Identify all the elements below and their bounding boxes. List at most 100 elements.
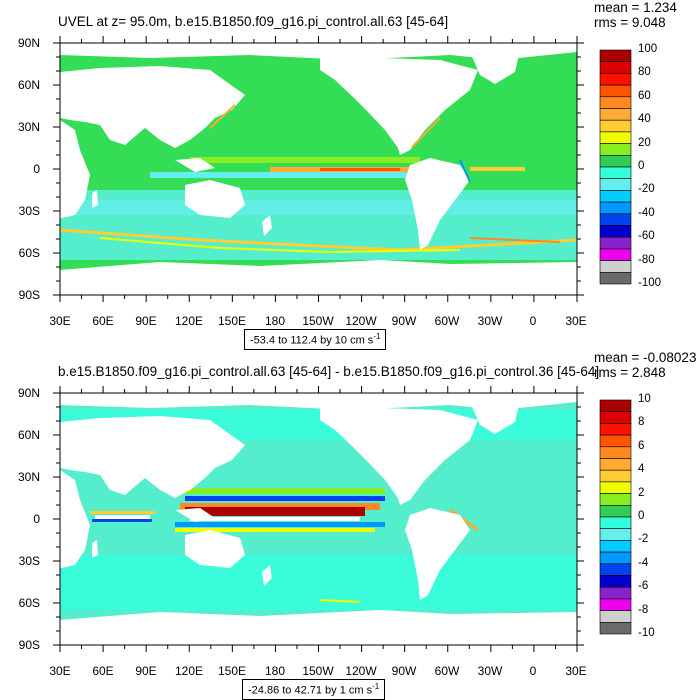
- lon-label: 90W: [391, 314, 417, 328]
- lat-label: 90N: [17, 36, 40, 50]
- lon-label: 60W: [434, 314, 460, 328]
- lon-label: 180: [264, 664, 286, 678]
- colorbar-label: 6: [638, 439, 645, 452]
- colorbar-label: 4: [638, 463, 645, 476]
- lat-label: 30S: [18, 204, 40, 218]
- colorbar-swatch: [599, 551, 632, 565]
- map-canvas-bottom: [53, 386, 632, 652]
- panel-title: b.e15.B1850.f09_g16.pi_control.all.63 [4…: [58, 364, 600, 379]
- mean-value: mean = 1.234: [594, 0, 677, 15]
- colorbar-label: -8: [638, 603, 649, 616]
- colorbar-swatch: [599, 225, 632, 238]
- colorbar-swatch: [599, 143, 632, 156]
- lat-label: 90S: [18, 288, 40, 302]
- colorbar-label: -40: [638, 206, 655, 219]
- colorbar-swatch: [599, 190, 632, 203]
- colorbar-swatch: [599, 201, 632, 215]
- southern-ocean-band-inner: [60, 200, 577, 215]
- equatorial-jet-north: [190, 157, 420, 163]
- lat-label: 90N: [17, 386, 40, 400]
- colorbar-swatch: [599, 84, 632, 98]
- south-band: [60, 555, 577, 610]
- colorbar-swatch: [599, 155, 632, 168]
- colorbar-swatch: [599, 248, 632, 261]
- kuroshio: [209, 104, 236, 129]
- colorbar-label: -60: [638, 230, 655, 243]
- colorbar-swatch: [599, 96, 632, 109]
- contour-range-text: -24.86 to 42.71 by 1 cm s: [248, 684, 373, 697]
- lat-label: 30N: [17, 470, 40, 484]
- contour-range-box: -24.86 to 42.71 by 1 cm s-1: [242, 679, 386, 700]
- brazil-current: [459, 159, 471, 183]
- land-masses: [60, 393, 577, 645]
- indian-anomaly-white: [95, 515, 150, 519]
- colorbar-swatch: [599, 516, 632, 529]
- lat-label: 30N: [17, 120, 40, 134]
- map-panel-bottom: b.e15.B1850.f09_g16.pi_control.all.63 [4…: [0, 350, 700, 700]
- lon-label: 120W: [345, 314, 377, 328]
- colorbar-label: 0: [638, 510, 645, 522]
- unit-exponent: -1: [373, 332, 381, 341]
- lat-label: 0: [33, 162, 40, 176]
- colorbar-swatch: [599, 458, 632, 471]
- colorbar-swatch: [599, 49, 632, 62]
- colorbar-swatch: [599, 505, 632, 518]
- colorbar-label: 40: [638, 113, 651, 126]
- lon-label: 120W: [345, 664, 377, 678]
- lon-label: 120E: [174, 664, 204, 678]
- lon-label: 30E: [565, 664, 587, 678]
- anomaly-white-band: [190, 517, 360, 521]
- rms-value: rms = 2.848: [594, 365, 666, 380]
- south-equatorial-current: [150, 172, 410, 178]
- lat-label: 60S: [18, 246, 40, 260]
- colorbar-swatch: [599, 598, 632, 611]
- colorbar-swatch: [599, 213, 632, 226]
- lon-label: 60E: [92, 314, 114, 328]
- anomaly-band: [175, 488, 385, 494]
- lat-label: 60N: [17, 78, 40, 92]
- panel-title: UVEL at z= 95.0m, b.e15.B1850.f09_g16.pi…: [58, 14, 449, 29]
- colorbar-label: 100: [638, 43, 658, 55]
- colorbar-label: 8: [638, 416, 645, 429]
- unit-exponent: -1: [372, 682, 380, 691]
- colorbar-swatch: [599, 399, 632, 412]
- colorbar-label: 0: [638, 160, 645, 172]
- colorbar-swatch: [599, 586, 632, 600]
- lon-label: 0: [529, 664, 537, 678]
- colorbar-swatch: [599, 481, 632, 494]
- lon-label: 30W: [477, 664, 503, 678]
- colorbar-swatch: [599, 493, 632, 506]
- colorbar-swatch: [599, 621, 632, 635]
- lon-label: 30E: [49, 314, 71, 328]
- colorbar-swatch: [599, 434, 632, 448]
- colorbar-label: 20: [638, 136, 651, 149]
- lat-label: 30S: [18, 554, 40, 568]
- rms-value: rms = 9.048: [594, 15, 666, 30]
- colorbar-swatch: [599, 610, 632, 623]
- colorbar-swatch: [599, 61, 632, 74]
- lon-label: 150E: [217, 664, 247, 678]
- lon-label: 90E: [135, 664, 157, 678]
- colorbar-label: 60: [638, 89, 651, 102]
- colorbar-label: -20: [638, 183, 655, 196]
- lat-label: 60S: [18, 596, 40, 610]
- lon-label: 150E: [217, 314, 247, 328]
- colorbar-swatch: [599, 119, 632, 133]
- lat-label: 0: [33, 512, 40, 526]
- colorbar-swatch: [599, 166, 632, 179]
- axis-ticks-bottom: [53, 386, 584, 652]
- contour-range-text: -53.4 to 112.4 by 10 cm s: [250, 334, 374, 347]
- lon-label: 30E: [565, 314, 587, 328]
- indian-anomaly-yellow: [90, 511, 155, 514]
- lon-label: 150W: [302, 314, 334, 328]
- contour-range-box: -53.4 to 112.4 by 10 cm s-1: [244, 329, 387, 350]
- lon-label: 30W: [477, 314, 503, 328]
- colorbar-swatch: [599, 236, 632, 250]
- acc-streak-2: [99, 237, 461, 254]
- colorbar-swatch: [599, 178, 632, 191]
- lon-label: 150W: [302, 664, 334, 678]
- colorbar-label: -80: [638, 253, 655, 266]
- colorbar-label: 10: [638, 393, 651, 405]
- colorbar-label: -4: [638, 556, 649, 569]
- land-masses: [60, 43, 577, 295]
